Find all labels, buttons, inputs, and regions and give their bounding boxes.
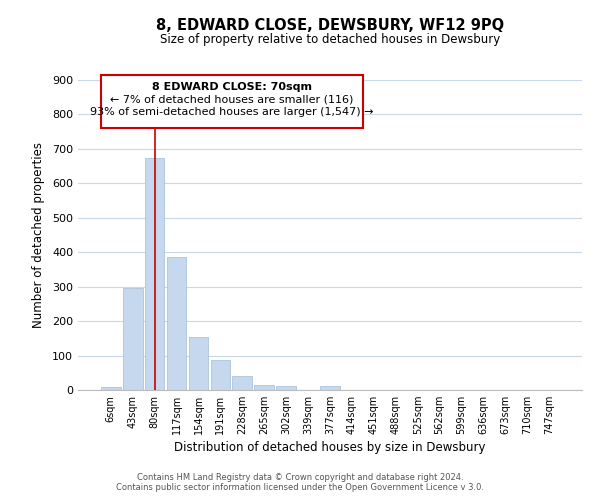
Bar xyxy=(211,360,230,390)
Text: Contains public sector information licensed under the Open Government Licence v : Contains public sector information licen… xyxy=(116,484,484,492)
X-axis label: Distribution of detached houses by size in Dewsbury: Distribution of detached houses by size … xyxy=(174,442,486,454)
Bar xyxy=(101,386,121,390)
Text: ← 7% of detached houses are smaller (116): ← 7% of detached houses are smaller (116… xyxy=(110,94,353,104)
Bar xyxy=(320,386,340,390)
Text: 8, EDWARD CLOSE, DEWSBURY, WF12 9PQ: 8, EDWARD CLOSE, DEWSBURY, WF12 9PQ xyxy=(156,18,504,32)
Bar xyxy=(232,376,252,390)
Bar xyxy=(254,385,274,390)
Text: Size of property relative to detached houses in Dewsbury: Size of property relative to detached ho… xyxy=(160,32,500,46)
Text: Contains HM Land Registry data © Crown copyright and database right 2024.: Contains HM Land Registry data © Crown c… xyxy=(137,474,463,482)
Text: 8 EDWARD CLOSE: 70sqm: 8 EDWARD CLOSE: 70sqm xyxy=(152,82,312,92)
Bar xyxy=(188,336,208,390)
Bar xyxy=(167,258,187,390)
Bar xyxy=(123,288,143,390)
Bar xyxy=(101,75,363,128)
Bar xyxy=(276,386,296,390)
Bar xyxy=(145,158,164,390)
Y-axis label: Number of detached properties: Number of detached properties xyxy=(32,142,45,328)
Text: 93% of semi-detached houses are larger (1,547) →: 93% of semi-detached houses are larger (… xyxy=(90,107,374,117)
